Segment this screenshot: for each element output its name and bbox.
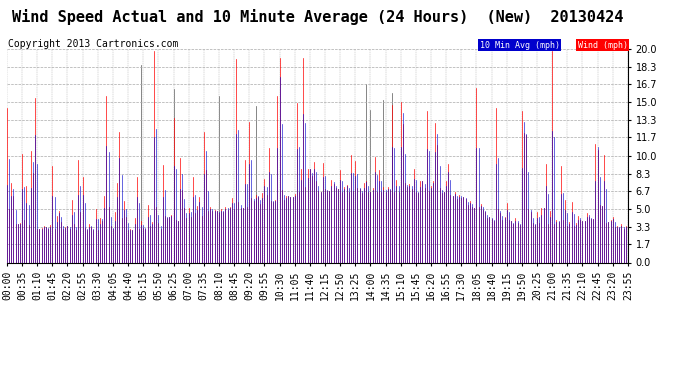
Text: Copyright 2013 Cartronics.com: Copyright 2013 Cartronics.com [8,39,179,50]
Text: Wind Speed Actual and 10 Minute Average (24 Hours)  (New)  20130424: Wind Speed Actual and 10 Minute Average … [12,9,623,26]
Text: 10 Min Avg (mph): 10 Min Avg (mph) [480,40,560,50]
Text: Wind (mph): Wind (mph) [578,40,627,50]
